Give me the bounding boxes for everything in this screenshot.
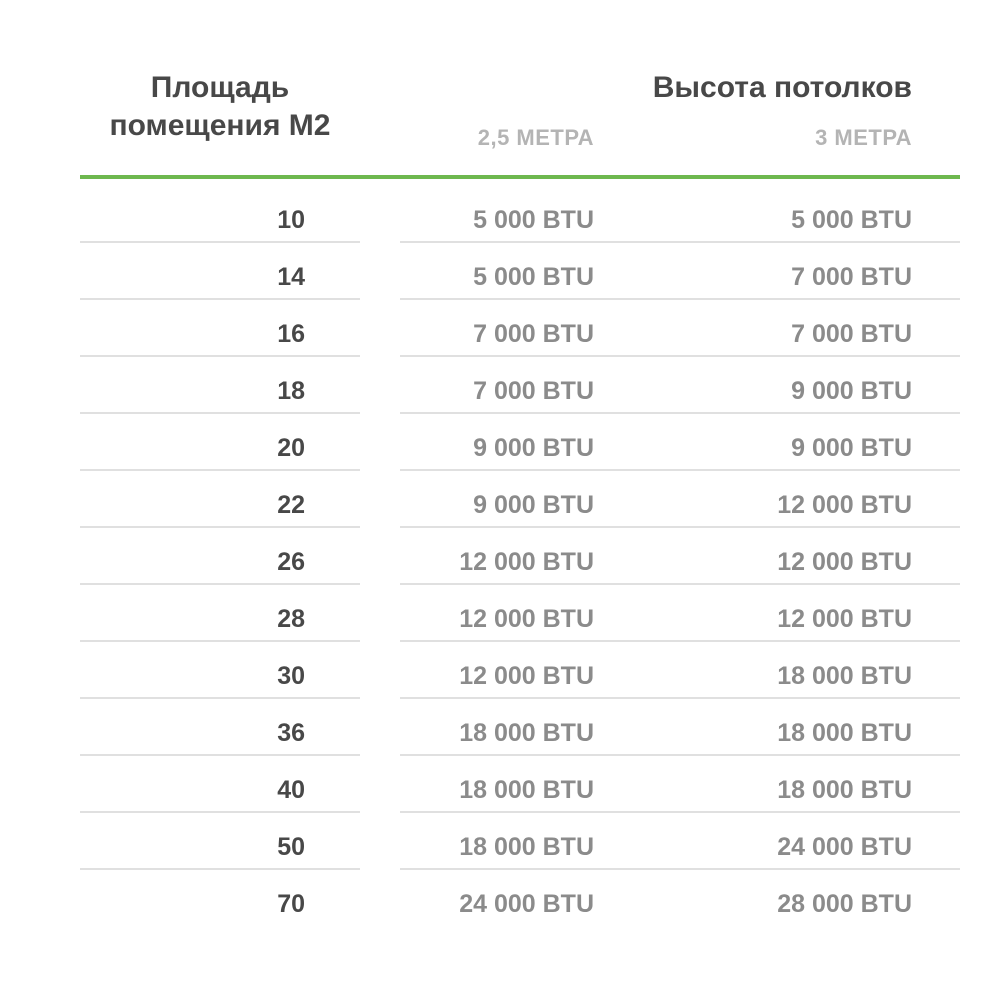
table-row: 26 12 000 BTU 12 000 BTU [80, 528, 960, 585]
btu-3m-cell: 12 000 BTU [777, 548, 912, 576]
area-cell: 28 [80, 585, 360, 642]
table-row: 20 9 000 BTU 9 000 BTU [80, 414, 960, 471]
btu-3m-cell: 12 000 BTU [777, 491, 912, 519]
btu-cell-group: 12 000 BTU 12 000 BTU [400, 585, 960, 642]
btu-3m-cell: 12 000 BTU [777, 605, 912, 633]
btu-2-5m-cell: 9 000 BTU [473, 434, 594, 462]
btu-table: Площадь помещения М2 Высота потолков 2,5… [80, 0, 960, 927]
btu-2-5m-cell: 18 000 BTU [459, 719, 594, 747]
area-cell: 14 [80, 243, 360, 300]
btu-2-5m-cell: 18 000 BTU [459, 833, 594, 861]
table-row: 22 9 000 BTU 12 000 BTU [80, 471, 960, 528]
column-gap [360, 471, 400, 528]
btu-3m-cell: 7 000 BTU [791, 263, 912, 291]
btu-3m-cell: 28 000 BTU [777, 890, 912, 918]
column-gap [360, 300, 400, 357]
btu-cell-group: 12 000 BTU 18 000 BTU [400, 642, 960, 699]
header-accent-divider [80, 175, 960, 179]
btu-2-5m-cell: 5 000 BTU [473, 263, 594, 291]
area-cell: 50 [80, 813, 360, 870]
btu-3m-cell: 18 000 BTU [777, 776, 912, 804]
btu-cell-group: 7 000 BTU 9 000 BTU [400, 357, 960, 414]
area-cell: 20 [80, 414, 360, 471]
subheader-row: 2,5 МЕТРА 3 МЕТРА [360, 124, 960, 151]
column-gap [360, 699, 400, 756]
table-row: 50 18 000 BTU 24 000 BTU [80, 813, 960, 870]
ceiling-height-group-header: Высота потолков [652, 71, 912, 104]
btu-cell-group: 5 000 BTU 5 000 BTU [400, 186, 960, 243]
column-gap [360, 414, 400, 471]
column-gap [360, 243, 400, 300]
btu-cell-group: 18 000 BTU 18 000 BTU [400, 756, 960, 813]
table-row: 14 5 000 BTU 7 000 BTU [80, 243, 960, 300]
btu-3m-cell: 7 000 BTU [791, 320, 912, 348]
area-cell: 22 [80, 471, 360, 528]
column-gap [360, 357, 400, 414]
area-cell: 36 [80, 699, 360, 756]
btu-2-5m-cell: 9 000 BTU [473, 491, 594, 519]
btu-cell-group: 18 000 BTU 18 000 BTU [400, 699, 960, 756]
area-cell: 10 [80, 186, 360, 243]
table-row: 18 7 000 BTU 9 000 BTU [80, 357, 960, 414]
btu-cell-group: 9 000 BTU 12 000 BTU [400, 471, 960, 528]
btu-2-5m-cell: 7 000 BTU [473, 377, 594, 405]
btu-cell-group: 12 000 BTU 12 000 BTU [400, 528, 960, 585]
subheader-3-meters: 3 МЕТРА [815, 125, 912, 150]
table-row: 16 7 000 BTU 7 000 BTU [80, 300, 960, 357]
area-cell: 70 [277, 890, 305, 918]
btu-2-5m-cell: 12 000 BTU [459, 548, 594, 576]
btu-2-5m-cell: 24 000 BTU [459, 890, 594, 918]
table-row: 10 5 000 BTU 5 000 BTU [80, 186, 960, 243]
area-cell: 18 [80, 357, 360, 414]
column-gap [360, 756, 400, 813]
btu-3m-cell: 9 000 BTU [791, 434, 912, 462]
btu-3m-cell: 18 000 BTU [777, 662, 912, 690]
btu-3m-cell: 5 000 BTU [791, 206, 912, 234]
table-header: Площадь помещения М2 Высота потолков 2,5… [80, 0, 960, 151]
area-cell: 16 [80, 300, 360, 357]
btu-cell-group: 7 000 BTU 7 000 BTU [400, 300, 960, 357]
btu-3m-cell: 24 000 BTU [777, 833, 912, 861]
column-gap [360, 813, 400, 870]
btu-cell-group: 24 000 BTU 28 000 BTU [400, 870, 960, 927]
column-gap [360, 528, 400, 585]
column-gap [360, 870, 400, 927]
area-cell: 30 [80, 642, 360, 699]
area-column-header: Площадь помещения М2 [109, 71, 331, 142]
column-gap [360, 642, 400, 699]
btu-3m-cell: 9 000 BTU [791, 377, 912, 405]
column-gap [360, 585, 400, 642]
area-cell: 40 [80, 756, 360, 813]
table-row: 36 18 000 BTU 18 000 BTU [80, 699, 960, 756]
btu-3m-cell: 18 000 BTU [777, 719, 912, 747]
btu-2-5m-cell: 5 000 BTU [473, 206, 594, 234]
subheader-2-5-meters: 2,5 МЕТРА [477, 125, 594, 150]
btu-cell-group: 5 000 BTU 7 000 BTU [400, 243, 960, 300]
btu-cell-group: 9 000 BTU 9 000 BTU [400, 414, 960, 471]
btu-2-5m-cell: 12 000 BTU [459, 605, 594, 633]
btu-2-5m-cell: 12 000 BTU [459, 662, 594, 690]
btu-2-5m-cell: 18 000 BTU [459, 776, 594, 804]
table-row: 28 12 000 BTU 12 000 BTU [80, 585, 960, 642]
table-row: 40 18 000 BTU 18 000 BTU [80, 756, 960, 813]
table-row: 70 24 000 BTU 28 000 BTU [80, 870, 960, 927]
btu-cell-group: 18 000 BTU 24 000 BTU [400, 813, 960, 870]
area-cell: 26 [80, 528, 360, 585]
column-gap [360, 186, 400, 243]
btu-2-5m-cell: 7 000 BTU [473, 320, 594, 348]
table-body: 10 5 000 BTU 5 000 BTU 14 5 000 BTU 7 00… [80, 186, 960, 927]
ceiling-height-header-group: Высота потолков 2,5 МЕТРА 3 МЕТРА [360, 69, 960, 151]
table-row: 30 12 000 BTU 18 000 BTU [80, 642, 960, 699]
